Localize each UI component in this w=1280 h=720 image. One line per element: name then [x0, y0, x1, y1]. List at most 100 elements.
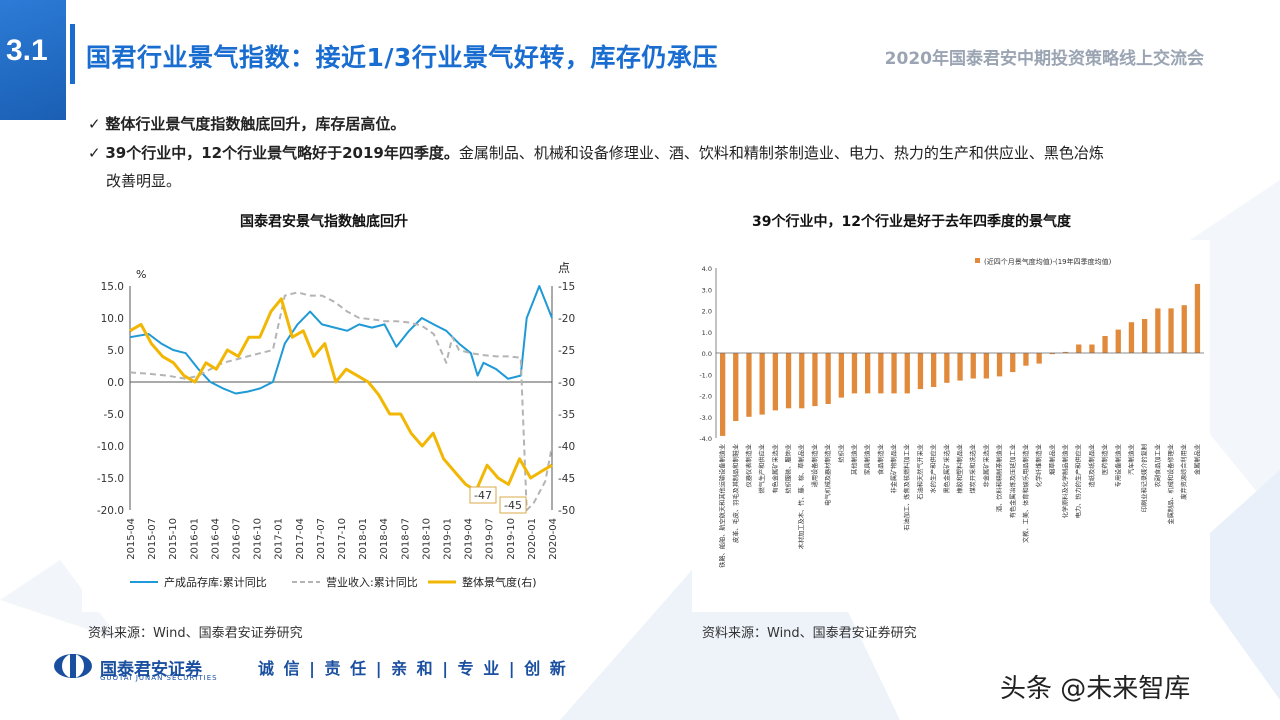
bar: [1049, 353, 1055, 355]
bullet-1: ✓ 整体行业景气度指数触底回升，库存居高位。: [88, 115, 406, 133]
bar-category-label: 废弃资源综合利用业: [1180, 444, 1188, 500]
bar-category-label: 木材加工及木、竹、藤、棕、草制品业: [798, 444, 806, 549]
left-chart-title: 国泰君安景气指数触底回升: [240, 214, 408, 230]
section-badge: 3.1: [0, 0, 66, 120]
bar-y-tick-label: -1.0: [699, 371, 712, 379]
bar-category-label: 金属制品业: [1193, 444, 1201, 475]
left-tick-label: 0.0: [107, 377, 124, 389]
bar-category-label: 非金属矿采选业: [982, 444, 990, 487]
bar-category-label: 化学纤维制造业: [1035, 444, 1043, 487]
x-tick-label: 2017-07: [316, 518, 327, 560]
bar: [865, 353, 871, 394]
bar: [825, 353, 831, 404]
watermark: 头条 @未来智库: [1000, 674, 1191, 704]
bar: [785, 353, 792, 409]
right-tick-label: -50: [558, 505, 575, 517]
right-chart-panel: 4.0 3.0 2.0 1.0 0.0 -1.0 -2.0 -3.0 -4.0 铁路、船舶、航空航…: [692, 240, 1210, 612]
bar-y-tick-label: 2.0: [702, 308, 712, 316]
left-chart-panel: % 点 15.0 10.0 5.0 0.0 -5.0 -10.0 -15.0 -20.0 -15 -2…: [82, 240, 600, 612]
bar: [733, 353, 739, 421]
bar-category-label: 铁路、船舶、航空航天和其他运输设备制造业: [719, 444, 727, 568]
x-tick-label: 2017-10: [337, 518, 348, 560]
bar: [957, 353, 963, 381]
bar-category-label: 电气机械及器材制造业: [824, 444, 832, 506]
legend-label: 产成品存库:累计同比: [164, 575, 267, 589]
page-title: 国君行业景气指数：接近1/3行业景气好转，库存仍承压: [86, 43, 718, 72]
bar-category-label: 仪器仪表制造业: [745, 444, 753, 487]
bar-category-label: 纺织业: [837, 444, 845, 463]
bar: [917, 353, 924, 390]
bar-category-label: 金属制品、机械和设备修理业: [1167, 444, 1175, 524]
bar-category-label: 有色金属矿采选业: [771, 444, 779, 494]
bar-category-label: 电力、热力的生产和供应业: [1075, 444, 1083, 518]
left-tick-label: 15.0: [101, 281, 124, 293]
bar: [1076, 344, 1082, 353]
bullet-2-rest: 金属制品、机械和设备修理业、酒、饮料和精制茶制造业、电力、热力的生产和供应业、黑…: [458, 144, 1104, 162]
legend-label: 整体景气度(右): [462, 575, 537, 589]
bar: [812, 353, 818, 407]
bar-legend-label: (近四个月景气度均值)-(19年四季度均值): [984, 257, 1112, 266]
bar-y-tick-label: 0.0: [702, 350, 712, 358]
bar-category-label: 医药制造业: [1101, 444, 1109, 475]
bar: [1168, 308, 1174, 353]
x-tick-label: 2019-01: [443, 518, 454, 560]
section-number: 3.1: [6, 34, 48, 67]
bar-category-label: 专用设备制造业: [1114, 444, 1122, 487]
bar-legend-swatch: [975, 258, 980, 263]
left-tick-label: -5.0: [104, 409, 125, 421]
bar-category-label: 有色金属冶炼及压延加工业: [1009, 444, 1017, 518]
bar: [799, 353, 805, 409]
bar-y-tick-label: -3.0: [699, 414, 712, 422]
bar-category-label: 烟草制品业: [1048, 444, 1056, 475]
bar: [996, 353, 1003, 377]
x-tick-label: 2019-07: [485, 518, 496, 560]
event-name: 2020年国泰君安中期投资策略线上交流会: [884, 49, 1204, 69]
annotation-label: -45: [504, 499, 522, 512]
left-tick-label: 5.0: [107, 345, 124, 357]
x-tick-label: 2019-10: [506, 518, 517, 560]
bar-category-label: 石油加工、炼焦及核燃料加工业: [903, 444, 911, 531]
bar: [746, 353, 752, 417]
x-tick-label: 2015-04: [126, 518, 137, 560]
left-tick-label: -10.0: [97, 441, 124, 453]
bar: [878, 353, 884, 394]
x-tick-label: 2017-04: [295, 518, 306, 560]
series-line-1: [129, 285, 553, 395]
bar-category-label: 皮革、毛皮、羽毛及其制品和制鞋业: [732, 444, 740, 543]
bar: [1181, 305, 1187, 353]
right-tick-label: -20: [558, 313, 575, 325]
bar: [1062, 351, 1069, 353]
bar: [720, 353, 726, 436]
series-line-2: [129, 291, 553, 511]
bar-category-label: 煤炭开采和洗选业: [969, 444, 977, 494]
bar: [1155, 308, 1161, 353]
left-tick-label: 10.0: [101, 313, 124, 325]
bar-category-label: 食品制造业: [877, 444, 885, 475]
annotation-label: -47: [474, 489, 492, 502]
bullet-2-bold: 39个行业中，12个行业景气略好于2019年四季度。: [105, 144, 459, 162]
left-tick-label: -15.0: [97, 473, 124, 485]
bar-category-label: 家具制造业: [864, 444, 872, 475]
bar: [1128, 322, 1135, 353]
bar-y-tick-label: -4.0: [699, 435, 712, 443]
bar-category-label: 文教、工美、体育和娱乐用品制造业: [1022, 444, 1030, 543]
bar: [1036, 353, 1042, 364]
title-accent-bar: [70, 24, 75, 84]
annotation-box: [469, 486, 497, 504]
bar: [944, 353, 950, 383]
bar-category-label: 燃气生产和供应业: [758, 444, 766, 494]
right-tick-label: -30: [558, 377, 575, 389]
bar-category-label: 化学原料及化学制品制造业: [1062, 444, 1070, 518]
bar-category-label: 酒、饮料和精制茶制造业: [996, 444, 1004, 512]
company-slogan: 诚 信 | 责 任 | 亲 和 | 专 业 | 创 新: [258, 659, 568, 678]
bullet-2-continued-text: 改善明显。: [106, 172, 182, 190]
company-name: 国泰君安证券: [100, 660, 202, 680]
right-axis-unit: 点: [558, 261, 570, 275]
x-tick-label: 2017-01: [274, 518, 285, 560]
bar-category-label: 汽车制造业: [1128, 444, 1136, 475]
bar: [904, 353, 910, 394]
bar-category-label: 纺织服装、服饰业: [785, 444, 793, 494]
bullet-2-continued: 改善明显。: [106, 170, 181, 191]
bar: [1010, 353, 1016, 373]
bar-y-tick-label: 3.0: [702, 286, 712, 294]
